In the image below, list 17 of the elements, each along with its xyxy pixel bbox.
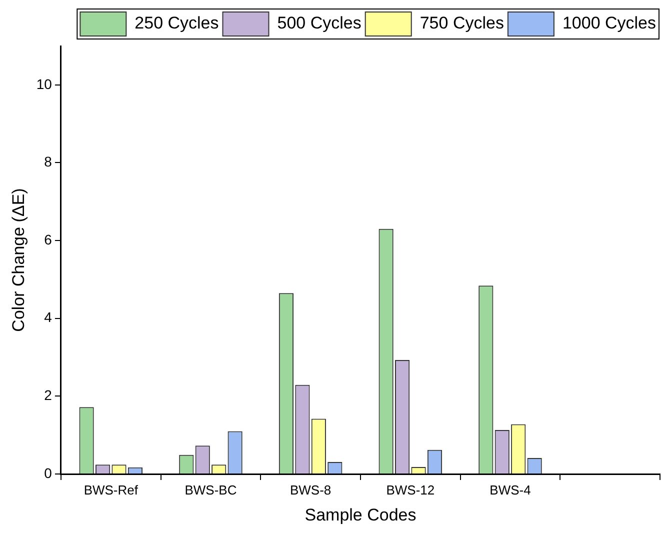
y-axis-title: Color Change (ΔE) <box>8 188 28 332</box>
x-tick-label: BWS-Ref <box>84 482 138 498</box>
legend-label: 750 Cycles <box>420 14 504 33</box>
y-tick-label: 10 <box>36 76 52 92</box>
y-tick-label: 8 <box>44 154 52 170</box>
x-tick-label: BWS-4 <box>490 482 531 498</box>
legend-label: 500 Cycles <box>277 14 362 33</box>
x-tick-label: BWS-BC <box>184 482 237 498</box>
legend-label: 1000 Cycles <box>562 14 656 33</box>
y-tick-label: 0 <box>44 464 52 481</box>
legend-label: 250 Cycles <box>134 14 219 33</box>
x-axis-title: Sample Codes <box>304 505 416 524</box>
x-tick-label: BWS-12 <box>386 482 435 498</box>
y-tick-label: 4 <box>44 309 52 326</box>
y-tick-label: 6 <box>44 231 52 248</box>
y-tick-label: 2 <box>44 387 52 404</box>
x-tick-label: BWS-8 <box>290 482 332 498</box>
